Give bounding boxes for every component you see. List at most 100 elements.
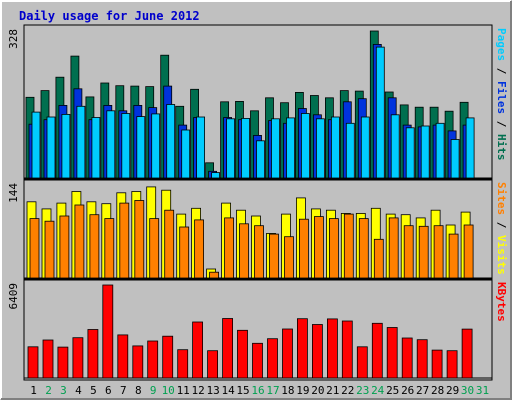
bar-pages-day-22 <box>345 122 355 179</box>
x-tick-label-23: 23 <box>356 384 369 397</box>
x-tick-label-12: 12 <box>191 384 204 397</box>
x-tick-label-28: 28 <box>431 384 444 397</box>
bar-sites-day-15 <box>239 223 249 279</box>
chart-panels: 328 Pages / Files / Hits 144 Sites / Visits… <box>7 24 508 381</box>
bar-kbytes-day-7 <box>117 334 129 379</box>
bar-kbytes-day-29 <box>446 350 458 379</box>
x-tick-label-21: 21 <box>326 384 339 397</box>
bar-sites-day-10 <box>164 209 175 279</box>
bar-kbytes-day-8 <box>132 345 144 379</box>
bar-pages-day-5 <box>91 117 101 179</box>
bar-pages-day-29 <box>450 139 460 179</box>
x-tick-label-29: 29 <box>446 384 459 397</box>
bar-pages-day-18 <box>286 117 295 179</box>
bar-pages-day-3 <box>61 114 71 179</box>
x-tick-label-31: 31 <box>476 384 489 397</box>
panel-visitors: 144 Sites / Visits <box>7 178 508 281</box>
bar-kbytes-day-14 <box>222 318 234 379</box>
bar-kbytes-day-3 <box>57 346 69 379</box>
bar-pages-day-8 <box>136 116 146 179</box>
y-max-label-visitors: 144 <box>7 183 20 203</box>
bar-kbytes-day-11 <box>177 349 189 379</box>
bar-kbytes-day-25 <box>386 327 398 379</box>
panel-border-visitors <box>23 178 493 281</box>
bar-kbytes-day-20 <box>311 324 323 379</box>
bar-sites-day-14 <box>224 217 235 279</box>
bar-kbytes-day-6 <box>102 284 114 379</box>
bar-sites-day-19 <box>298 218 309 279</box>
bar-kbytes-day-27 <box>416 339 428 379</box>
x-tick-label-4: 4 <box>75 384 82 397</box>
x-tick-label-3: 3 <box>60 384 67 397</box>
bar-sites-day-24 <box>373 238 384 279</box>
bar-kbytes-day-18 <box>282 328 293 379</box>
bar-kbytes-day-22 <box>341 320 353 379</box>
x-tick-label-20: 20 <box>311 384 324 397</box>
panel-volume: 6409 KBytes <box>7 278 508 381</box>
bar-pages-day-4 <box>76 105 86 179</box>
series-pages <box>31 46 475 179</box>
bar-kbytes-day-12 <box>192 321 204 379</box>
panel-border-traffic <box>23 24 493 181</box>
bar-pages-day-14 <box>226 118 236 179</box>
bar-pages-day-10 <box>166 104 176 179</box>
bar-kbytes-day-9 <box>147 340 159 379</box>
y-label-part-traffic-4: Hits <box>495 134 508 161</box>
bar-pages-day-11 <box>181 129 191 179</box>
bar-sites-day-28 <box>433 225 444 279</box>
x-tick-label-13: 13 <box>206 384 219 397</box>
bar-sites-day-11 <box>179 226 190 279</box>
bar-kbytes-day-2 <box>42 339 54 379</box>
bar-sites-day-26 <box>403 225 414 279</box>
y-label-part-visitors-1: / <box>495 215 508 235</box>
bar-sites-day-13 <box>209 271 220 279</box>
x-tick-label-5: 5 <box>90 384 97 397</box>
y-label-part-traffic-0: Pages <box>495 28 508 61</box>
x-tick-label-8: 8 <box>135 384 142 397</box>
bar-kbytes-day-30 <box>461 328 473 379</box>
bar-sites-day-7 <box>119 202 130 279</box>
x-tick-label-7: 7 <box>120 384 127 397</box>
bar-kbytes-day-26 <box>401 337 413 379</box>
x-tick-label-6: 6 <box>105 384 112 397</box>
x-tick-label-10: 10 <box>162 384 175 397</box>
x-tick-label-14: 14 <box>221 384 235 397</box>
x-tick-label-26: 26 <box>401 384 414 397</box>
bar-sites-day-17 <box>269 233 279 279</box>
bar-sites-day-29 <box>448 233 459 279</box>
y-label-part-traffic-1: / <box>495 61 508 81</box>
bar-pages-day-27 <box>420 125 430 179</box>
y-label-part-visitors-2: Visits <box>495 235 508 275</box>
bar-sites-day-23 <box>358 218 369 279</box>
y-label-part-visitors-0: Sites <box>495 182 508 215</box>
y-label-part-traffic-2: Files <box>495 81 508 114</box>
bar-sites-day-9 <box>149 218 160 279</box>
bar-pages-day-24 <box>375 46 385 179</box>
bar-sites-day-20 <box>313 216 324 279</box>
bar-pages-day-25 <box>390 114 400 179</box>
bar-sites-day-2 <box>44 220 55 279</box>
y-axis-label-volume: KBytes <box>495 282 508 322</box>
x-tick-label-11: 11 <box>177 384 190 397</box>
bar-pages-day-19 <box>300 113 310 179</box>
bar-sites-day-5 <box>89 214 100 279</box>
bar-pages-day-23 <box>360 116 370 179</box>
bar-kbytes-day-21 <box>326 318 338 379</box>
bar-sites-day-21 <box>328 218 339 279</box>
bar-sites-day-3 <box>59 215 70 279</box>
series-sites <box>29 200 474 279</box>
x-tick-label-17: 17 <box>266 384 279 397</box>
x-tick-label-24: 24 <box>371 384 385 397</box>
bar-pages-day-16 <box>256 140 265 179</box>
bar-pages-day-1 <box>31 111 41 179</box>
bar-pages-day-2 <box>46 116 56 179</box>
bar-kbytes-day-16 <box>252 342 263 379</box>
bar-kbytes-day-24 <box>371 322 383 379</box>
bar-pages-day-13 <box>211 172 221 179</box>
bar-pages-day-6 <box>106 110 116 179</box>
bar-pages-day-9 <box>151 113 161 179</box>
